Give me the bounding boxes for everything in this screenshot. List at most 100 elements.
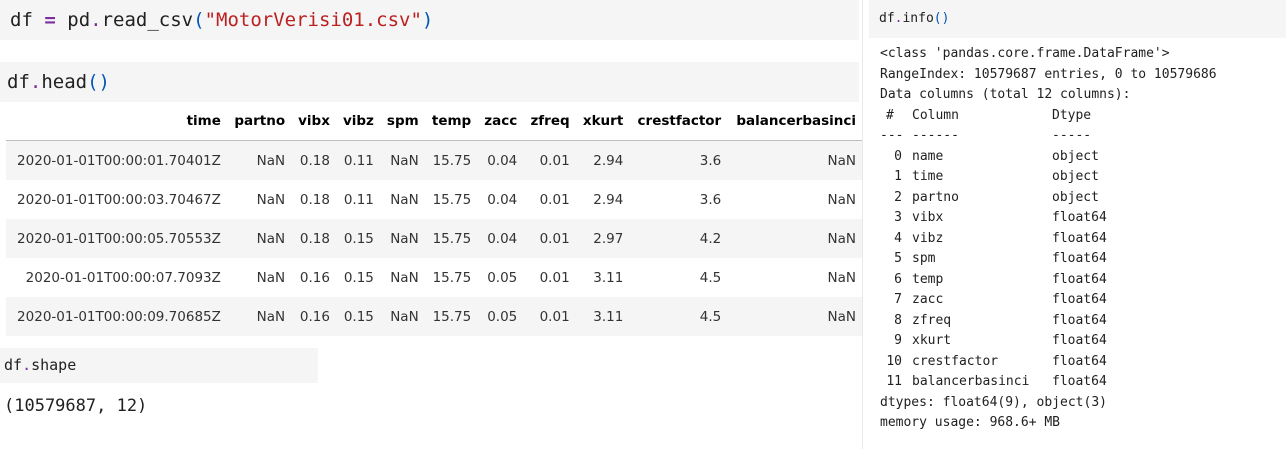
table-cell: 0.05	[487, 269, 518, 286]
table-cell: 3.11	[575, 297, 630, 336]
code-parens: ()	[933, 11, 950, 26]
code-cell-read-csv[interactable]: df = pd.read_csv("MotorVerisi01.csv")	[0, 0, 859, 40]
info-col-name: name	[912, 148, 944, 164]
info-col-name: xkurt	[912, 333, 952, 348]
table-cell: 2020-01-01T00:00:03.70467Z	[17, 191, 221, 208]
table-header-row: time partno vibx vibz spm temp zacc zfre…	[6, 102, 862, 141]
column-header: zacc	[477, 102, 524, 141]
table-cell: 0.15	[335, 297, 380, 336]
table-cell: 0.01	[523, 219, 576, 258]
info-col-index: 0	[894, 148, 902, 164]
panel-divider	[862, 0, 863, 449]
table-cell: 0.04	[477, 140, 524, 180]
code-cell-info[interactable]: df.info()	[869, 0, 1286, 38]
table-cell: 0.01	[539, 191, 570, 208]
table-cell: NaN	[256, 269, 286, 286]
info-sep-idx: ---	[880, 128, 904, 143]
info-dtypes-line: dtypes: float64(9), object(3)	[880, 394, 1107, 410]
code-open-paren: (	[193, 9, 205, 31]
info-col-index: 11	[886, 374, 902, 389]
code-object: df	[7, 71, 30, 93]
info-column-row: 2 partno object	[880, 188, 1217, 209]
table-cell: 4.5	[629, 297, 728, 336]
table-cell: 0.05	[477, 297, 524, 336]
table-cell: NaN	[727, 219, 862, 258]
info-column-separator: --- ------ -----	[880, 126, 1217, 147]
table-cell: 15.75	[432, 269, 472, 286]
table-cell: NaN	[226, 219, 292, 258]
code-function: read_csv	[101, 9, 194, 31]
code-parens: ()	[87, 71, 110, 93]
info-col-index: 2	[894, 189, 902, 205]
table-cell: 0.01	[523, 297, 576, 336]
table-cell: 0.04	[477, 219, 524, 258]
info-col-index: 6	[894, 271, 902, 287]
info-col-dtype: float64	[1052, 292, 1107, 307]
code-cell-shape[interactable]: df.shape	[0, 348, 318, 383]
table-cell: 0.11	[335, 140, 380, 180]
table-cell: 0.11	[343, 191, 374, 208]
code-cell-head[interactable]: df.head()	[0, 62, 859, 102]
table-cell: 2020-01-01T00:00:09.70685Z	[6, 297, 227, 336]
table-cell: NaN	[256, 191, 286, 208]
code-module: pd	[67, 9, 91, 31]
info-col-dtype: float64	[1052, 374, 1107, 389]
info-column-row: 7 zacc float64	[880, 290, 1217, 311]
table-cell: 0.16	[291, 297, 336, 336]
column-header: temp	[424, 102, 478, 141]
info-col-index: 3	[894, 210, 902, 225]
code-dot: .	[29, 71, 42, 93]
info-column-row: 4 vibz float64	[880, 229, 1217, 250]
code-close-paren: )	[421, 9, 434, 31]
table-cell: 0.04	[487, 191, 518, 208]
table-cell: NaN	[379, 140, 425, 180]
table-cell: 2.94	[593, 191, 624, 208]
table-cell: 15.75	[432, 191, 472, 208]
info-class-line: <class 'pandas.core.frame.DataFrame'>	[880, 46, 1170, 61]
table-cell: 0.15	[335, 219, 380, 258]
info-col-index: 10	[886, 353, 902, 369]
code-object: df	[4, 356, 23, 374]
info-col-dtype: object	[1052, 148, 1099, 164]
info-col-dtype: float64	[1052, 353, 1107, 369]
info-memory-line: memory usage: 968.6+ MB	[880, 415, 1061, 430]
info-col-dtype: float64	[1052, 333, 1107, 348]
info-sep-name: ------	[912, 128, 959, 143]
info-col-dtype: float64	[1052, 312, 1107, 328]
table-cell: NaN	[727, 140, 862, 180]
info-column-row: 8 zfreq float64	[880, 311, 1217, 332]
table-cell: 2.97	[575, 219, 630, 258]
table-cell: 0.15	[343, 269, 374, 286]
table-cell: 2.94	[575, 140, 630, 180]
table-cell: 0.18	[291, 219, 336, 258]
info-col-type-header: Dtype	[1052, 107, 1092, 123]
info-column-row: 11 balancerbasinci float64	[880, 372, 1217, 393]
info-sep-type: -----	[1052, 128, 1092, 143]
table-cell: 0.16	[299, 269, 330, 286]
column-header: xkurt	[575, 102, 630, 141]
table-cell: 2020-01-01T00:00:07.7093Z	[25, 269, 221, 286]
code-dot: .	[90, 9, 102, 31]
table-cell: NaN	[727, 297, 862, 336]
column-header: balancerbasinci	[727, 102, 862, 141]
table-cell: 3.6	[699, 191, 722, 208]
table-cell: 15.75	[424, 297, 478, 336]
info-column-row: 1 time object	[880, 167, 1217, 188]
info-col-name-header: Column	[912, 107, 959, 123]
info-col-idx-header: #	[886, 107, 894, 123]
info-col-dtype: object	[1052, 169, 1099, 184]
info-col-index: 7	[894, 292, 902, 307]
table-cell: 4.2	[629, 219, 728, 258]
shape-output: (10579687, 12)	[4, 396, 148, 416]
info-data-columns-line: Data columns (total 12 columns):	[880, 87, 1131, 102]
column-header: vibz	[335, 102, 380, 141]
info-col-dtype: object	[1052, 189, 1099, 205]
code-function: info	[902, 11, 934, 26]
table-row: 2020-01-01T00:00:07.7093Z NaN 0.16 0.15 …	[6, 258, 862, 297]
info-col-name: time	[912, 169, 944, 184]
info-column-row: 5 spm float64	[880, 249, 1217, 270]
code-string-arg: "MotorVerisi01.csv"	[204, 9, 422, 31]
info-col-name: zfreq	[912, 312, 952, 328]
table-cell: 2020-01-01T00:00:05.70553Z	[6, 219, 227, 258]
info-col-index: 8	[894, 312, 902, 328]
